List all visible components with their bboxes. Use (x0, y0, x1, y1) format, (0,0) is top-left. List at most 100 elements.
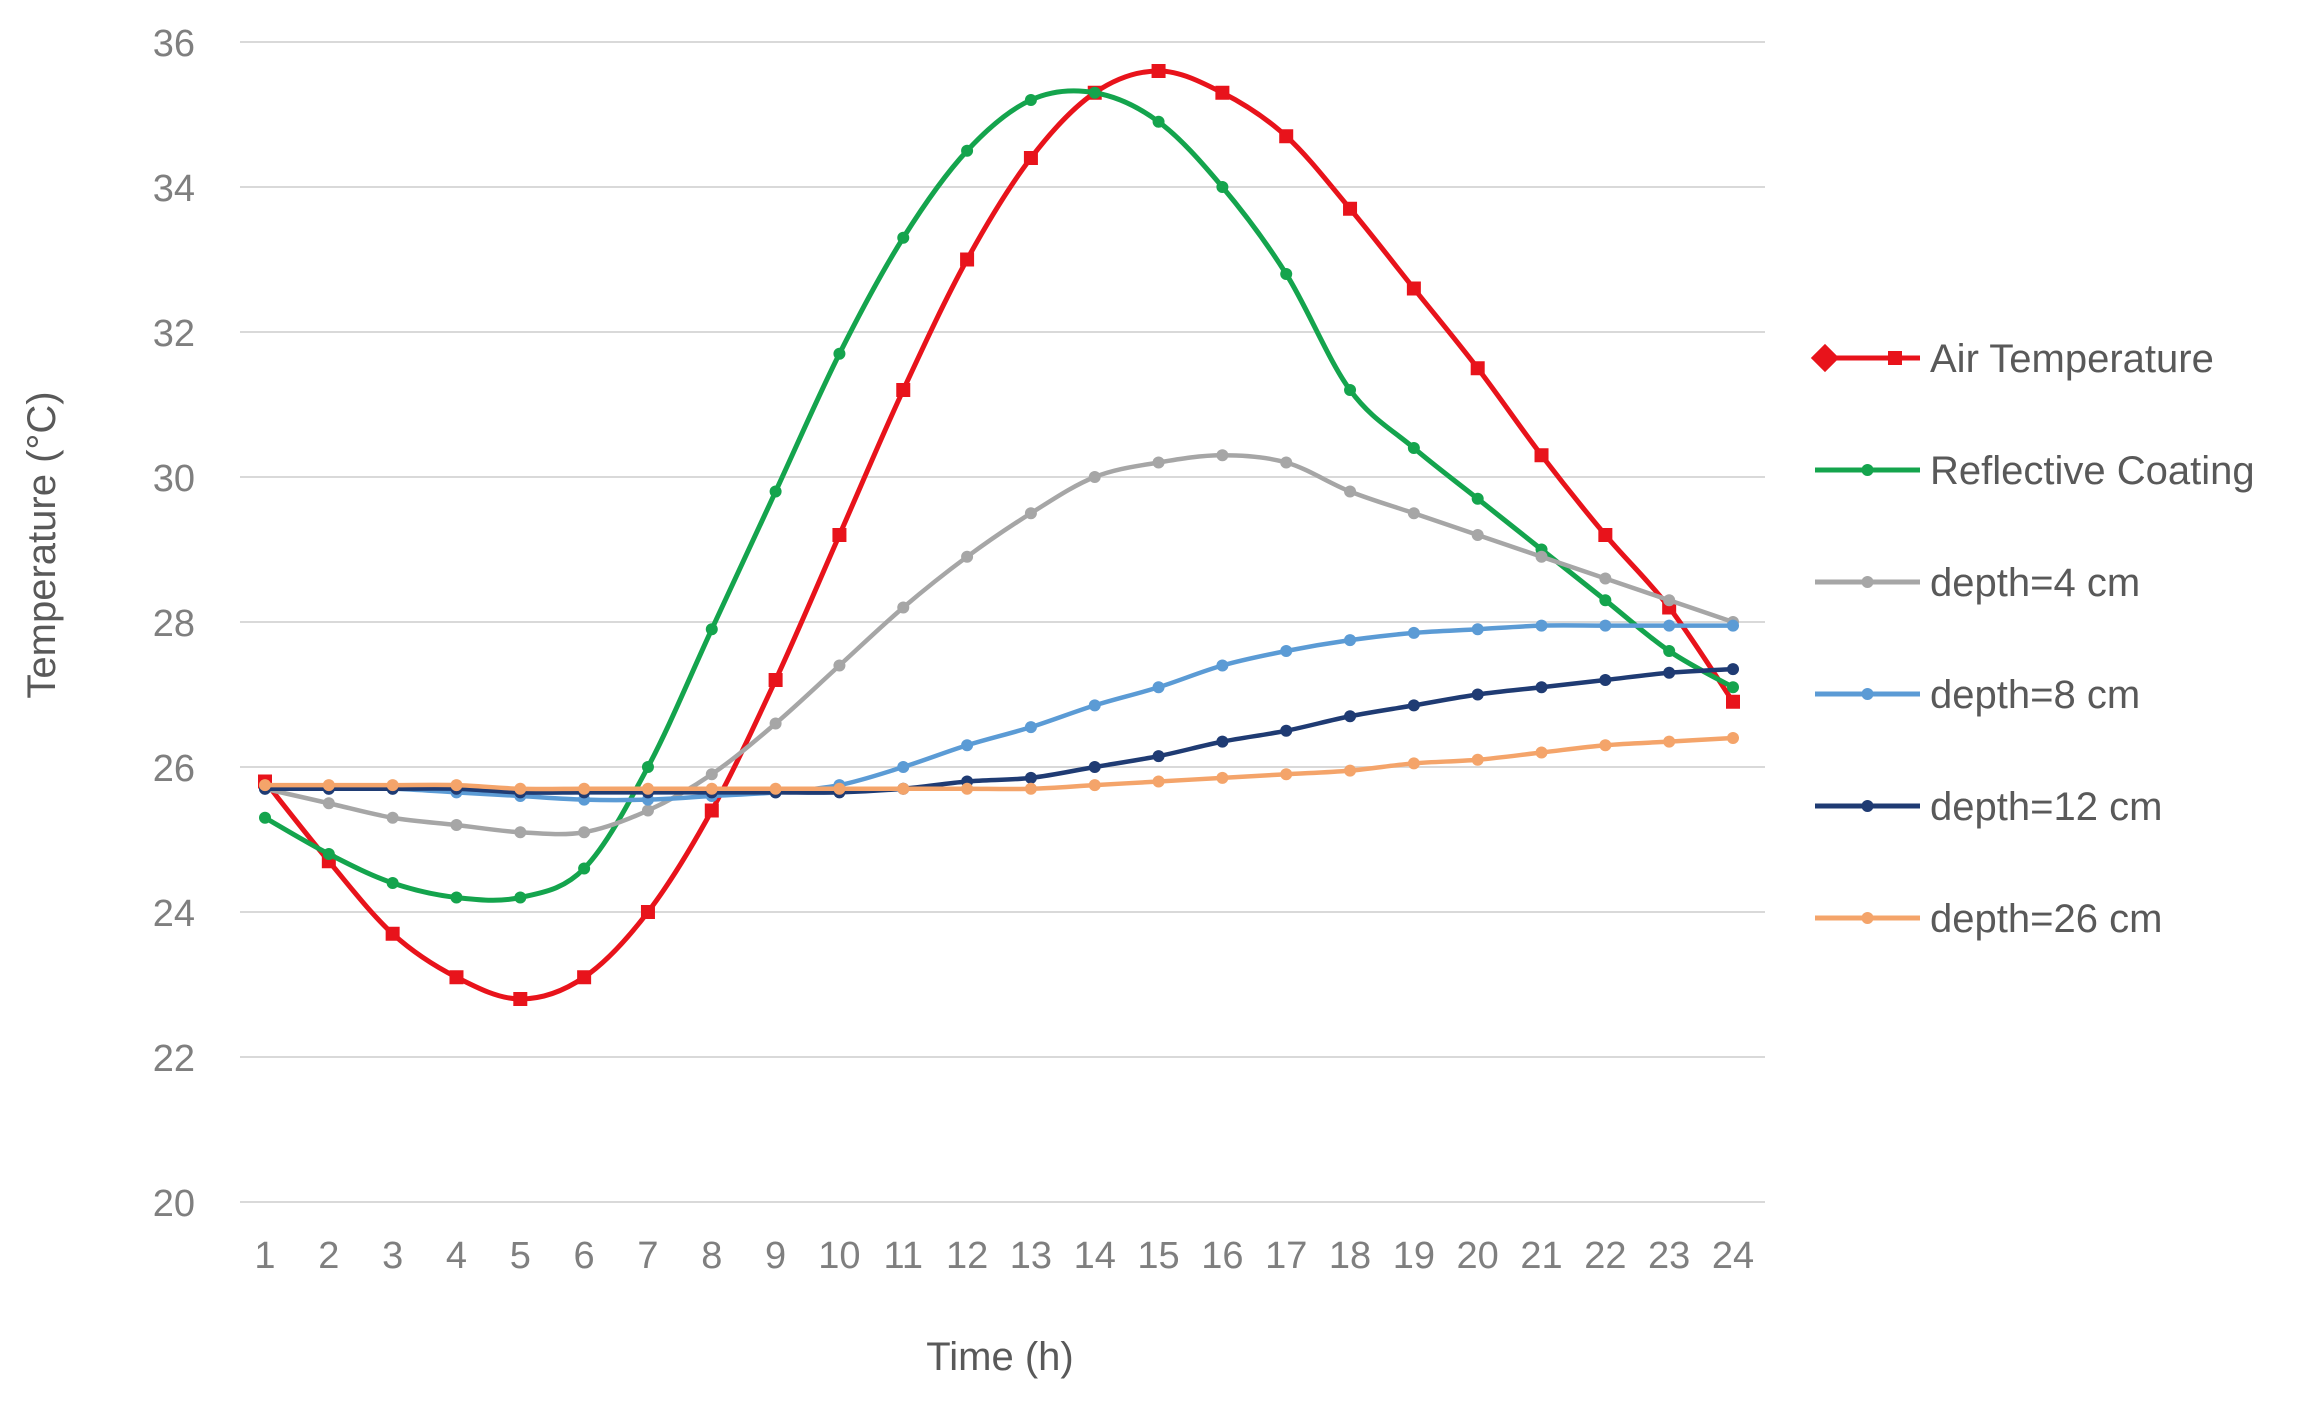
series-depth-12-cm (259, 663, 1739, 799)
data-point (769, 717, 782, 730)
data-point (1727, 681, 1739, 694)
data-point (385, 926, 400, 941)
data-point (1471, 753, 1484, 766)
data-point (1663, 645, 1676, 657)
y-tick-label: 34 (153, 168, 195, 210)
data-point (1344, 710, 1357, 723)
x-tick-label: 17 (1265, 1235, 1307, 1277)
y-axis-ticks: 20 22 24 26 28 30 32 34 36 (153, 23, 195, 1225)
data-point (897, 601, 910, 614)
data-point (1152, 775, 1165, 788)
data-point (833, 659, 846, 672)
data-point (514, 826, 527, 839)
y-tick-label: 26 (153, 748, 195, 790)
x-tick-label: 11 (884, 1235, 923, 1277)
data-point (1599, 739, 1612, 752)
data-point (1216, 449, 1229, 462)
data-point (1535, 619, 1548, 632)
data-point (1152, 681, 1165, 694)
data-point (578, 782, 591, 795)
data-point (1280, 724, 1293, 737)
x-tick-label: 9 (765, 1235, 786, 1277)
y-tick-label: 32 (153, 313, 195, 355)
data-point (641, 782, 654, 795)
data-point (1023, 151, 1038, 165)
x-tick-label: 24 (1712, 1235, 1754, 1277)
data-point (1470, 361, 1485, 376)
data-point (1727, 663, 1739, 676)
data-point (1535, 681, 1548, 694)
data-point (322, 848, 335, 860)
y-tick-label: 28 (153, 603, 195, 645)
data-point (1088, 779, 1101, 792)
data-point (1151, 64, 1166, 78)
data-point (1216, 771, 1229, 784)
y-tick-label: 24 (153, 893, 195, 935)
legend-label: depth=12 cm (1930, 785, 2162, 829)
data-point (1727, 619, 1739, 632)
legend-item-depth-26-cm: depth=26 cm (1815, 897, 2162, 941)
x-tick-label: 20 (1457, 1235, 1499, 1277)
data-point (386, 877, 399, 889)
series-line-depth-4-cm (262, 453, 1736, 837)
data-point (897, 782, 910, 795)
data-point (259, 779, 271, 792)
data-point (514, 782, 527, 795)
data-point (1599, 619, 1612, 632)
legend-marker (1861, 800, 1874, 812)
data-point (259, 811, 271, 824)
data-point (577, 970, 592, 985)
data-point (897, 761, 910, 773)
data-point (1471, 529, 1484, 541)
data-point (1344, 485, 1357, 498)
data-point (1727, 732, 1739, 744)
data-point (1216, 659, 1229, 672)
data-point (1344, 764, 1357, 777)
data-point (705, 768, 718, 781)
x-tick-label: 3 (382, 1235, 403, 1277)
legend-item-reflective-coating: Reflective Coating (1815, 449, 2255, 493)
x-tick-label: 7 (637, 1235, 658, 1277)
data-point (833, 347, 846, 360)
y-tick-label: 22 (153, 1038, 195, 1080)
data-point (1088, 86, 1101, 99)
data-point (704, 803, 719, 818)
legend-marker (1861, 912, 1874, 924)
data-point (1663, 594, 1676, 607)
data-point (1280, 456, 1293, 469)
data-point (322, 779, 335, 792)
data-point (1152, 456, 1165, 469)
data-point (1215, 85, 1230, 100)
data-point (1088, 699, 1101, 712)
x-tick-label: 21 (1520, 1235, 1562, 1277)
data-point (1407, 699, 1420, 712)
data-point (833, 782, 846, 795)
data-point (961, 144, 974, 157)
data-point (1024, 94, 1037, 106)
x-tick-label: 13 (1010, 1235, 1052, 1277)
data-point (1088, 471, 1101, 483)
legend-marker (1810, 343, 1840, 373)
data-point (1471, 688, 1484, 701)
data-point (578, 826, 591, 839)
data-point (1152, 115, 1165, 128)
data-point (1535, 550, 1548, 563)
data-point (1406, 281, 1421, 296)
data-point (1407, 757, 1420, 770)
data-point (1599, 572, 1612, 585)
series-line-depth-8-cm (262, 623, 1736, 803)
data-point (1599, 594, 1612, 607)
data-point (1471, 492, 1484, 505)
x-tick-label: 12 (946, 1235, 988, 1277)
y-tick-label: 20 (153, 1183, 195, 1225)
gridlines (240, 41, 1765, 1203)
data-point (897, 231, 910, 244)
x-tick-label: 8 (701, 1235, 722, 1277)
x-tick-label: 2 (318, 1235, 339, 1277)
data-point (1344, 384, 1357, 396)
data-point (769, 485, 782, 498)
x-tick-label: 19 (1393, 1235, 1435, 1277)
data-point (1663, 619, 1676, 632)
series-depth-4-cm (259, 449, 1739, 839)
